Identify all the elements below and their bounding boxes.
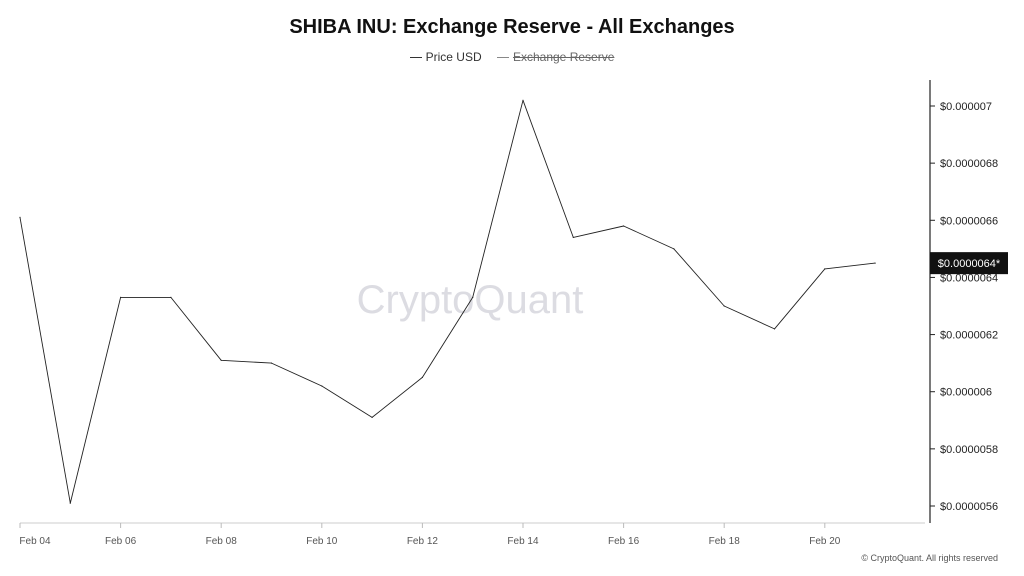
price-point	[673, 248, 675, 250]
y-tick-label: $0.0000064	[940, 272, 998, 284]
watermark-text: CryptoQuant	[357, 278, 584, 322]
price-point	[170, 296, 172, 298]
price-point	[270, 362, 273, 364]
x-tick-label: Feb 06	[105, 536, 137, 547]
x-tick-label: Feb 04	[19, 536, 51, 547]
current-value-label: $0.0000064*	[938, 258, 1001, 270]
y-tick-label: $0.0000058	[940, 444, 998, 456]
x-tick-label: Feb 16	[608, 536, 640, 547]
price-point	[421, 376, 423, 378]
chart-legend: Price USD Exchange Reserve	[0, 50, 1024, 64]
price-point	[371, 416, 373, 418]
current-value-badge	[930, 252, 1008, 275]
price-point	[472, 296, 474, 298]
y-tick-label: $0.0000066	[940, 215, 998, 227]
legend-swatch-reserve	[496, 57, 509, 59]
y-tick-label: $0.000006	[940, 387, 992, 399]
x-tick-label: Feb 20	[809, 536, 841, 547]
x-tick-label: Feb 08	[206, 536, 238, 547]
price-point	[220, 359, 222, 361]
price-point	[824, 268, 826, 270]
y-tick-label: $0.0000062	[940, 330, 998, 342]
copyright-text: © CryptoQuant. All rights reserved	[861, 553, 998, 563]
price-point	[120, 296, 122, 298]
price-point	[773, 328, 776, 330]
y-tick-label: $0.0000056	[940, 501, 998, 513]
price-point	[572, 236, 574, 238]
legend-item-reserve[interactable]: Exchange Reserve	[496, 50, 615, 64]
price-point	[723, 305, 725, 307]
y-tick-label: $0.000007	[940, 101, 992, 113]
legend-label-price: Price USD	[425, 50, 482, 64]
x-tick-label: Feb 14	[507, 536, 539, 547]
y-tick-label: $0.0000068	[940, 158, 998, 170]
x-tick-label: Feb 10	[306, 536, 338, 547]
price-point	[69, 502, 71, 504]
chart-title: SHIBA INU: Exchange Reserve - All Exchan…	[289, 16, 735, 38]
price-point	[874, 262, 876, 264]
price-usd-line	[19, 99, 876, 504]
price-point	[623, 225, 625, 227]
x-tick-label: Feb 18	[709, 536, 741, 547]
x-tick-label: Feb 12	[407, 536, 439, 547]
price-point	[19, 216, 21, 218]
price-point	[321, 385, 323, 387]
price-point	[522, 99, 524, 101]
legend-item-price[interactable]: Price USD	[409, 50, 482, 64]
legend-label-reserve: Exchange Reserve	[512, 50, 615, 64]
legend-swatch-price	[409, 57, 422, 59]
